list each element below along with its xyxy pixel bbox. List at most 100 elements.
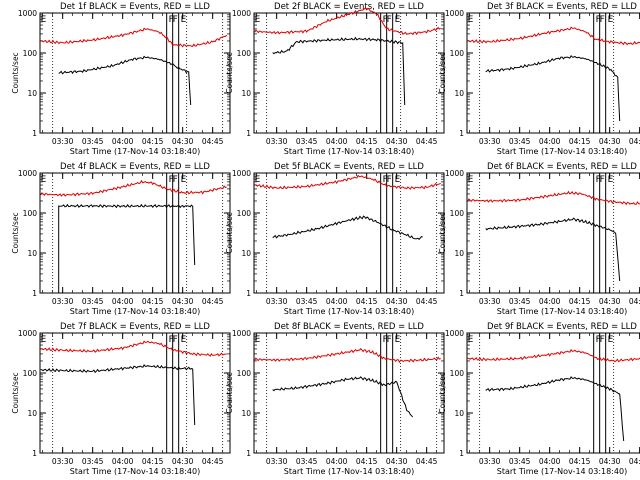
events-series-line	[485, 217, 621, 282]
lld-series-line	[467, 190, 640, 206]
y-tick-label: 1	[32, 449, 37, 458]
detector-panel-8: Det 8f BLACK = Events, RED = LLD 1 10 100 10…	[225, 322, 445, 476]
x-tick-label: 03:30	[52, 137, 74, 146]
x-tick-label: 04:30	[172, 137, 194, 146]
x-tick-label: 04:30	[599, 457, 621, 466]
x-tick-label: 04:30	[172, 297, 194, 306]
flag-label: E	[468, 175, 474, 185]
y-tick-label: 1	[246, 449, 251, 458]
flag-label: F	[596, 335, 601, 345]
flag-label: F	[169, 335, 174, 345]
detector-panel-2: Det 2f BLACK = Events, RED = LLD 1 10 100 10…	[225, 2, 445, 156]
plot-frame	[253, 12, 445, 134]
y-tick-label: 10	[454, 89, 464, 98]
y-tick-label: 10	[27, 89, 37, 98]
y-tick-label: 100	[23, 369, 38, 378]
x-tick-label: 04:15	[569, 297, 591, 306]
x-tick-label: 04:00	[112, 457, 134, 466]
flag-label: E	[181, 175, 187, 185]
x-tick-label: 04:15	[356, 137, 378, 146]
y-tick-label: 1	[459, 449, 464, 458]
lld-series-line	[254, 174, 441, 190]
x-tick-label: 04:30	[386, 297, 408, 306]
panel-title: Det 7f BLACK = Events, RED = LLD	[60, 322, 210, 332]
events-series-line	[272, 215, 423, 241]
flag-label: E	[468, 335, 474, 345]
x-axis-label: Start Time (17-Nov-14 03:18:40)	[70, 307, 200, 316]
flag-label: E	[395, 335, 401, 345]
flag-label: F	[600, 15, 605, 25]
events-series-line	[58, 203, 196, 293]
flag-label: E	[395, 15, 401, 25]
flag-label: F	[173, 175, 178, 185]
x-tick-label: 04:00	[539, 297, 561, 306]
x-axis-label: Start Time (17-Nov-14 03:18:40)	[284, 147, 414, 156]
x-tick-label: 04:00	[112, 137, 134, 146]
x-tick-label: 04:45	[416, 297, 438, 306]
x-tick-label: 04:45	[629, 297, 640, 306]
detector-panel-4: Det 4f BLACK = Events, RED = LLD 1 10 100 10…	[11, 162, 231, 316]
x-axis-label: Start Time (17-Nov-14 03:18:40)	[284, 467, 414, 476]
flag-label: E	[468, 15, 474, 25]
flag-label: E	[255, 15, 261, 25]
flag-label: E	[181, 15, 187, 25]
y-tick-label: 1	[246, 289, 251, 298]
x-tick-label: 03:30	[266, 297, 288, 306]
detector-panel-1: Det 1f BLACK = Events, RED = LLD 1 10 100 10…	[11, 2, 231, 156]
flag-label: F	[169, 175, 174, 185]
x-tick-label: 03:45	[509, 457, 531, 466]
y-axis-label: Counts/sec	[438, 212, 447, 253]
detector-panel-5: Det 5f BLACK = Events, RED = LLD 1 10 100 10…	[225, 162, 445, 316]
x-tick-label: 03:45	[296, 137, 318, 146]
y-tick-label: 1	[32, 129, 37, 138]
x-tick-label: 03:45	[82, 297, 104, 306]
lld-series-line	[254, 7, 442, 36]
panel-title: Det 2f BLACK = Events, RED = LLD	[274, 2, 424, 12]
y-axis-label: Counts/sec	[438, 372, 447, 413]
x-axis-label: Start Time (17-Nov-14 03:18:40)	[497, 467, 627, 476]
x-tick-label: 04:30	[386, 137, 408, 146]
y-tick-label: 100	[237, 49, 252, 58]
detector-panel-7: Det 7f BLACK = Events, RED = LLD 1 10 100 10…	[11, 322, 231, 476]
lld-series-line	[467, 348, 640, 363]
y-tick-label: 1000	[18, 329, 37, 338]
x-tick-label: 03:45	[509, 137, 531, 146]
x-tick-label: 03:30	[479, 137, 501, 146]
flag-label: F	[173, 15, 178, 25]
y-tick-label: 100	[23, 209, 38, 218]
flag-label: E	[41, 175, 47, 185]
flag-label: E	[41, 335, 47, 345]
flag-label: F	[596, 15, 601, 25]
x-tick-label: 04:00	[539, 137, 561, 146]
y-tick-label: 10	[454, 409, 464, 418]
x-tick-label: 03:30	[52, 297, 74, 306]
y-axis-label: Counts/sec	[11, 372, 20, 413]
plot-frame	[466, 172, 640, 294]
x-tick-label: 03:30	[52, 457, 74, 466]
flag-label: F	[387, 15, 392, 25]
x-tick-label: 04:30	[172, 457, 194, 466]
y-axis-label: Counts/sec	[11, 52, 20, 93]
y-tick-label: 1000	[232, 169, 251, 178]
panel-title: Det 4f BLACK = Events, RED = LLD	[60, 162, 210, 172]
x-tick-label: 04:45	[202, 457, 224, 466]
flag-label: F	[596, 175, 601, 185]
flag-label: E	[608, 335, 614, 345]
lld-series-line	[467, 26, 640, 46]
y-axis-label: Counts/sec	[225, 212, 234, 253]
x-tick-label: 04:30	[599, 137, 621, 146]
flag-label: E	[608, 15, 614, 25]
y-tick-label: 10	[27, 409, 37, 418]
y-tick-label: 1000	[18, 9, 37, 18]
plot-frame	[466, 12, 640, 134]
y-tick-label: 1000	[18, 169, 37, 178]
flag-label: E	[41, 15, 47, 25]
plot-frame	[466, 332, 640, 454]
x-axis-label: Start Time (17-Nov-14 03:18:40)	[497, 147, 627, 156]
x-tick-label: 04:30	[386, 457, 408, 466]
x-tick-label: 03:30	[266, 457, 288, 466]
x-tick-label: 04:15	[569, 457, 591, 466]
plot-frame	[39, 172, 231, 294]
x-tick-label: 04:15	[142, 297, 164, 306]
y-tick-label: 10	[241, 409, 251, 418]
